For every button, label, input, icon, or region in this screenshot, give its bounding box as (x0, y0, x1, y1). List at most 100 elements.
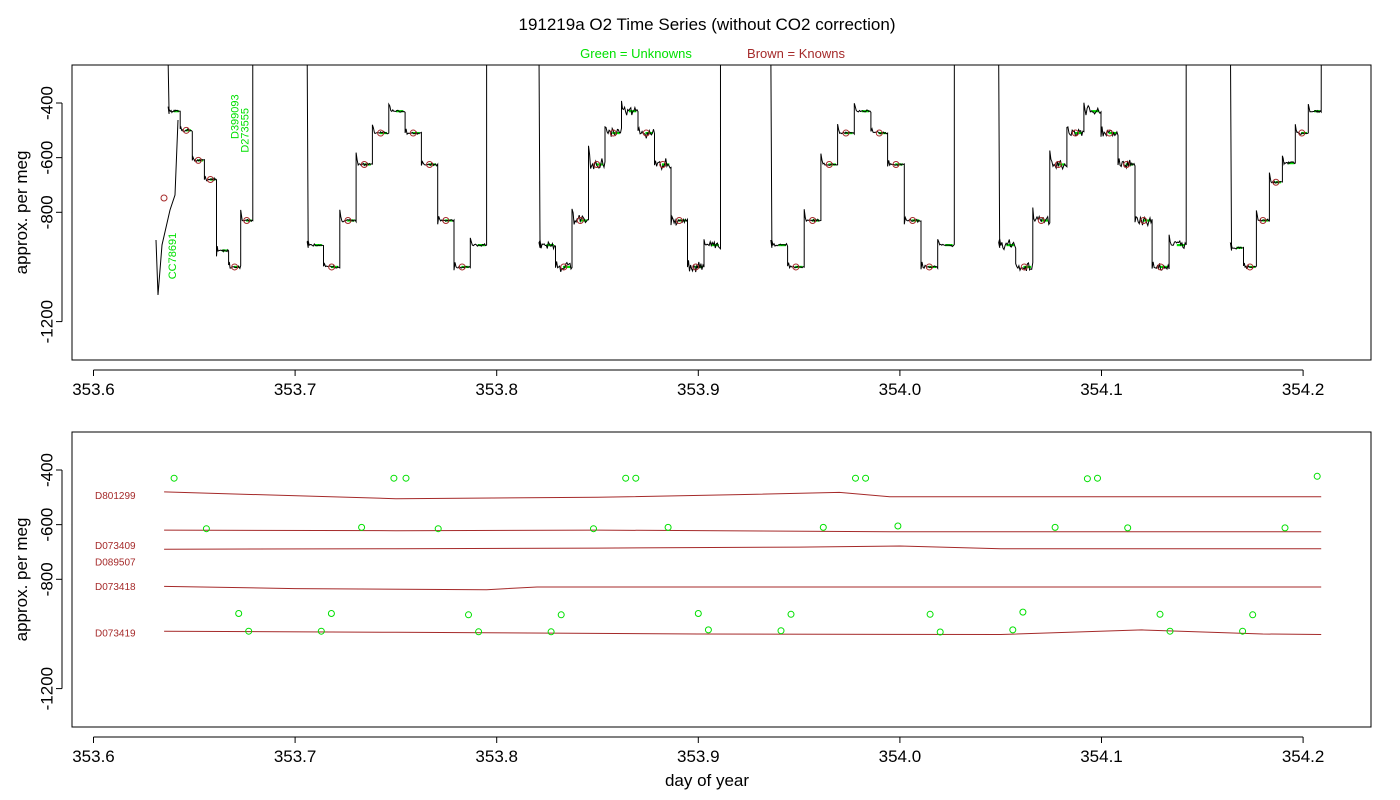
sample-label: CC78691 (167, 233, 179, 279)
top-x-tick-label: 353.6 (72, 380, 115, 399)
top-x-tick-label: 354.1 (1080, 380, 1123, 399)
bottom-x-tick-label: 353.8 (475, 747, 518, 766)
unknown-point (1009, 626, 1017, 634)
known-marker (1037, 216, 1045, 224)
unknown-point (1313, 472, 1321, 480)
unknown-point (926, 610, 934, 618)
bottom-panel-calibration: 353.6 353.7 353.8 353.9 354.0 354.1 354.2 -400 -… (12, 431, 1372, 766)
unknown-point (1051, 523, 1059, 531)
known-marker (1054, 160, 1062, 168)
unknown-point (787, 610, 795, 618)
unknown-point (862, 474, 870, 482)
trace-cycle-6 (1229, 65, 1322, 270)
unknown-point (1124, 524, 1132, 532)
top-y-tick-label: -1200 (37, 300, 56, 343)
known-marker (1020, 263, 1028, 271)
known-marker (825, 160, 833, 168)
known-marker (377, 129, 385, 137)
unknown-point (475, 628, 483, 636)
known-line-d089507 (164, 529, 1322, 533)
known-label-d089507: D089507 (95, 558, 136, 569)
top-y-tick-label: -400 (37, 86, 56, 120)
unknown-point (819, 523, 827, 531)
unknown-point (852, 474, 859, 482)
unknown-point (170, 474, 178, 482)
unknown-point (235, 610, 243, 617)
known-label-d073418: D073418 (95, 582, 136, 593)
known-marker (160, 194, 168, 202)
known-marker (1259, 216, 1267, 224)
x-axis-label: day of year (665, 771, 749, 790)
known-marker (1298, 129, 1306, 137)
legend-unknowns-label: Green = Unknowns (580, 46, 692, 61)
bottom-x-tick-label: 353.9 (677, 747, 720, 766)
bottom-x-tick-label: 354.2 (1282, 747, 1325, 766)
known-marker (458, 263, 466, 271)
top-x-tick-label: 353.9 (677, 380, 720, 399)
known-marker (360, 160, 368, 168)
top-y-axis-label: approx. per meg (12, 151, 31, 275)
known-marker (909, 216, 917, 224)
bottom-x-tick-label: 353.6 (72, 747, 115, 766)
sample-label: D399093 (230, 94, 242, 139)
top-trace-group (155, 65, 1322, 296)
known-line-d073418 (164, 585, 1322, 591)
trace-cycle-1 (167, 65, 254, 270)
bottom-y-axis-label: approx. per meg (12, 518, 31, 642)
bottom-y-tick-label: -1200 (37, 667, 56, 710)
known-line-d073419 (164, 629, 1322, 636)
unknown-point (317, 627, 325, 635)
unknown-point (622, 474, 630, 482)
known-marker (1157, 263, 1165, 271)
unknown-point (1019, 608, 1027, 616)
startup-trace (155, 119, 179, 296)
top-x-tick-label: 353.8 (475, 380, 518, 399)
unknown-point (434, 525, 442, 533)
legend-knowns-label: Brown = Knowns (747, 46, 845, 61)
bottom-x-tick-label: 354.1 (1080, 747, 1123, 766)
unknown-point (632, 474, 640, 482)
known-label-d801299: D801299 (95, 491, 136, 502)
known-marker (659, 160, 667, 168)
chart-title: 191219a O2 Time Series (without CO2 corr… (518, 15, 895, 34)
unknown-point (777, 627, 785, 635)
top-panel-time-series: 353.6 353.7 353.8 353.9 354.0 354.1 354.2 -400 -… (12, 64, 1372, 399)
unknown-point (694, 610, 702, 617)
trace-cycle-3 (538, 65, 722, 273)
unknown-point (1156, 610, 1164, 618)
unknown-point (936, 628, 944, 636)
known-marker (344, 216, 352, 224)
known-label-d073419: D073419 (95, 629, 136, 640)
trace-cycle-2 (306, 65, 488, 271)
known-marker (194, 156, 202, 164)
known-marker (1272, 178, 1280, 186)
known-marker (409, 129, 417, 137)
known-marker (675, 216, 683, 224)
unknown-point (547, 628, 555, 636)
known-marker (1246, 263, 1254, 271)
unknown-point (1249, 611, 1257, 619)
top-plot-frame (71, 64, 1372, 361)
known-marker (1123, 160, 1131, 168)
top-x-tick-label: 354.2 (1282, 380, 1325, 399)
known-marker (809, 216, 817, 224)
top-x-tick-label: 354.0 (879, 380, 922, 399)
unknown-point (402, 474, 410, 482)
unknown-point (557, 611, 565, 619)
unknown-point (390, 474, 398, 482)
unknown-point (590, 525, 597, 533)
bottom-y-tick-label: -400 (37, 453, 56, 487)
unknown-point (327, 610, 335, 617)
known-marker (328, 263, 336, 271)
unknown-point (245, 627, 253, 635)
unknown-point (1281, 524, 1289, 532)
unknown-point (1083, 475, 1091, 483)
top-y-tick-label: -600 (37, 141, 56, 175)
known-marker (243, 216, 251, 224)
known-marker (875, 129, 883, 137)
unknown-point (202, 525, 210, 533)
known-marker (842, 129, 850, 137)
unknown-point (704, 626, 712, 634)
known-line-d801299 (164, 491, 1322, 500)
